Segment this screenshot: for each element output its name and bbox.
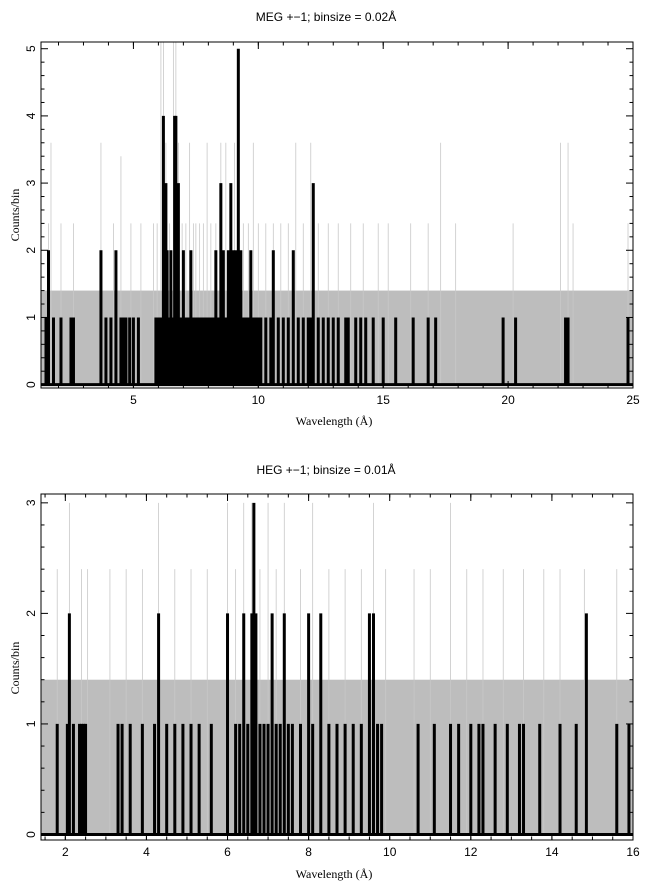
heg-panel: HEG +−1; binsize = 0.01Å 2 4 6 8 10 12 14 16012… (8, 462, 640, 881)
heg-x-tick-label: 4 (143, 845, 150, 859)
meg-y-tick-label: 4 (24, 112, 38, 119)
meg-x-tick-label: 5 (130, 393, 137, 407)
heg-x-tick-label: 10 (383, 845, 397, 859)
heg-y-axis-label: Counts/bin (8, 642, 22, 695)
heg-x-tick-label: 16 (626, 845, 640, 859)
heg-x-tick-label: 14 (545, 845, 559, 859)
meg-x-tick-label: 10 (252, 393, 266, 407)
heg-y-tick-label: 2 (24, 610, 38, 617)
heg-x-tick-label: 2 (62, 845, 69, 859)
meg-x-tick-label: 15 (377, 393, 391, 407)
meg-plot-frame (40, 41, 634, 389)
heg-plot-frame (40, 493, 634, 841)
heg-x-tick-label: 6 (224, 845, 231, 859)
heg-y-tick-label: 1 (24, 720, 38, 727)
meg-y-axis-label: Counts/bin (8, 189, 22, 242)
meg-y-tick-label: 3 (24, 179, 38, 186)
meg-y-tick-label: 1 (24, 314, 38, 321)
meg-x-axis-label: Wavelength (Å) (296, 414, 373, 428)
heg-y-tick-label: 3 (24, 499, 38, 506)
meg-chart-title: MEG +−1; binsize = 0.02Å (256, 9, 396, 24)
meg-y-tick-label: 5 (24, 45, 38, 52)
heg-x-tick-label: 12 (464, 845, 478, 859)
heg-y-tick-label: 0 (24, 831, 38, 838)
meg-panel: MEG +−1; binsize = 0.02Å 5 10 15 20 25 0 1 2 3 4 5… (8, 9, 640, 428)
meg-y-tick-label: 0 (24, 381, 38, 388)
heg-x-tick-label: 8 (305, 845, 312, 859)
meg-x-tick-label: 25 (626, 393, 640, 407)
meg-y-tick-label: 2 (24, 247, 38, 254)
heg-chart-title: HEG +−1; binsize = 0.01Å (256, 462, 395, 477)
meg-x-tick-label: 20 (501, 393, 515, 407)
heg-x-axis-label: Wavelength (Å) (296, 867, 373, 881)
